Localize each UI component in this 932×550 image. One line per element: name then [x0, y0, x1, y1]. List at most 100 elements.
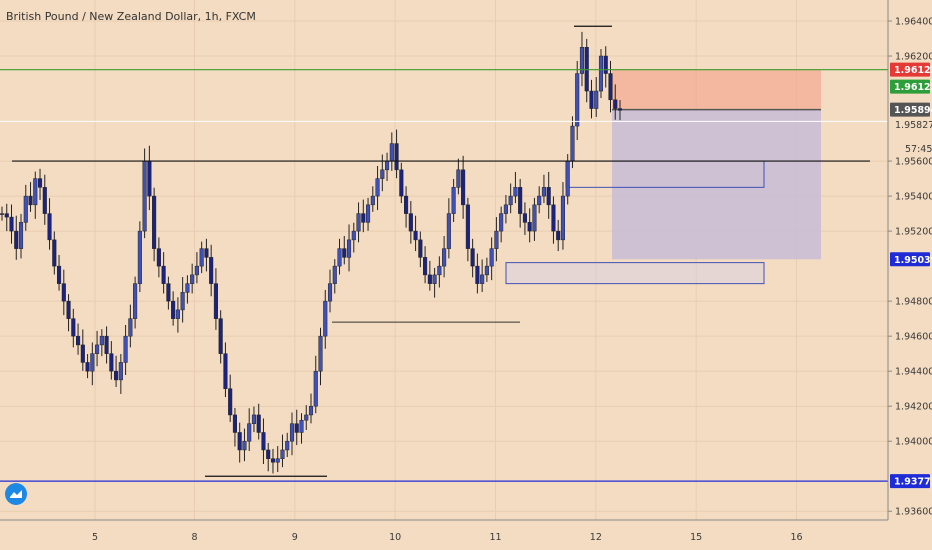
candle-body	[223, 353, 228, 389]
candle-body	[61, 283, 66, 302]
green-line-label-bg	[890, 79, 930, 94]
candle-body	[237, 432, 242, 451]
candle-body	[304, 414, 309, 421]
tradingview-logo[interactable]	[5, 483, 27, 505]
candle-body	[4, 213, 9, 218]
candle-body	[147, 160, 152, 197]
candle-body	[280, 449, 285, 459]
candle-body	[171, 300, 176, 319]
target-label: 1.95039	[894, 255, 932, 266]
y-tick-label: 1.95200	[895, 227, 932, 238]
candle-body	[508, 195, 513, 206]
candle-body	[532, 204, 537, 232]
candle-body	[370, 195, 375, 206]
stop-loss-zone[interactable]	[612, 69, 821, 110]
candle-body	[285, 440, 290, 451]
candle-body	[14, 230, 19, 249]
candle-body	[90, 353, 95, 372]
candle-body	[23, 195, 28, 223]
candle-body	[432, 274, 437, 284]
time-axis	[0, 520, 932, 550]
candle-body	[389, 143, 394, 162]
candle-body	[437, 265, 442, 276]
candle-body	[365, 204, 371, 223]
candle-body	[66, 300, 71, 319]
y-tick-label: 1.95400	[895, 192, 932, 203]
candle-body	[180, 292, 185, 311]
candle-body	[446, 213, 451, 249]
y-tick-label: 1.96400	[895, 17, 932, 28]
x-tick-label: 11	[489, 532, 501, 543]
candle-body	[513, 187, 518, 197]
candle-body	[356, 213, 361, 232]
candle-body	[175, 309, 180, 319]
candle-body	[394, 143, 399, 171]
support-line-label: 1.93772	[894, 477, 932, 488]
y-tick-label: 1.94400	[895, 367, 932, 378]
candle-body	[114, 370, 119, 381]
candle-body	[480, 274, 485, 284]
candle-body	[209, 257, 214, 284]
candle-body	[80, 344, 85, 363]
candle-body	[494, 230, 499, 249]
candle-body	[451, 187, 456, 214]
candle-body	[484, 265, 489, 276]
candle-body	[28, 195, 33, 206]
candle-body	[351, 230, 356, 241]
candle-body	[489, 248, 494, 267]
candle-body	[499, 213, 504, 232]
countdown-timer: 57:45	[905, 144, 932, 155]
candle-body	[551, 204, 556, 232]
candle-body	[52, 239, 57, 267]
candle-body	[256, 414, 261, 433]
target-label-bg	[890, 252, 930, 267]
x-tick-label: 8	[191, 532, 197, 543]
y-tick-label: 1.96200	[895, 52, 932, 63]
candle-body	[85, 362, 90, 372]
candle-body	[575, 73, 580, 127]
x-axis-ticks: 5 8 9 10 11 12 15 16	[92, 532, 803, 543]
candle-body	[546, 187, 551, 206]
candle-body	[527, 222, 532, 232]
candle-body	[418, 239, 423, 258]
candle-body	[9, 216, 14, 232]
trade-zones	[205, 25, 821, 477]
candle-body	[190, 274, 195, 284]
candle-body	[185, 283, 190, 293]
entry-label-bg	[890, 102, 930, 117]
candle-body	[617, 108, 623, 111]
candle-body	[423, 257, 428, 276]
candle-body	[570, 125, 575, 162]
candle-body	[456, 169, 461, 188]
candle-body	[375, 178, 380, 197]
candle-body	[385, 160, 390, 171]
lower-demand-box[interactable]	[505, 262, 765, 285]
candle-body	[289, 423, 295, 442]
candle-body	[323, 300, 328, 337]
candle-body	[123, 335, 128, 363]
stop-loss-label: 1.96122	[894, 65, 932, 76]
candle-body	[251, 414, 257, 424]
green-line-label: 1.96122	[894, 82, 932, 93]
candle-body	[541, 187, 546, 197]
candle-body	[71, 318, 76, 337]
candle-body	[299, 419, 304, 433]
candle-body	[152, 195, 157, 249]
candle-body	[442, 248, 447, 267]
chart-title: British Pound / New Zealand Dollar, 1h, …	[6, 10, 256, 23]
candle-body	[218, 318, 223, 354]
candle-body	[337, 248, 342, 267]
candle-body	[313, 370, 318, 407]
candle-body	[598, 55, 604, 92]
profit-zone[interactable]	[612, 109, 821, 260]
candle-body	[537, 195, 542, 206]
y-tick-label: 1.94600	[895, 332, 932, 343]
candle-body	[475, 265, 480, 284]
candle-body	[275, 458, 280, 463]
candle-body	[404, 195, 409, 214]
x-tick-label: 15	[690, 532, 702, 543]
candle-body	[166, 283, 171, 302]
candle-body	[556, 230, 561, 241]
candle-body	[228, 388, 233, 416]
candle-body	[408, 213, 413, 232]
